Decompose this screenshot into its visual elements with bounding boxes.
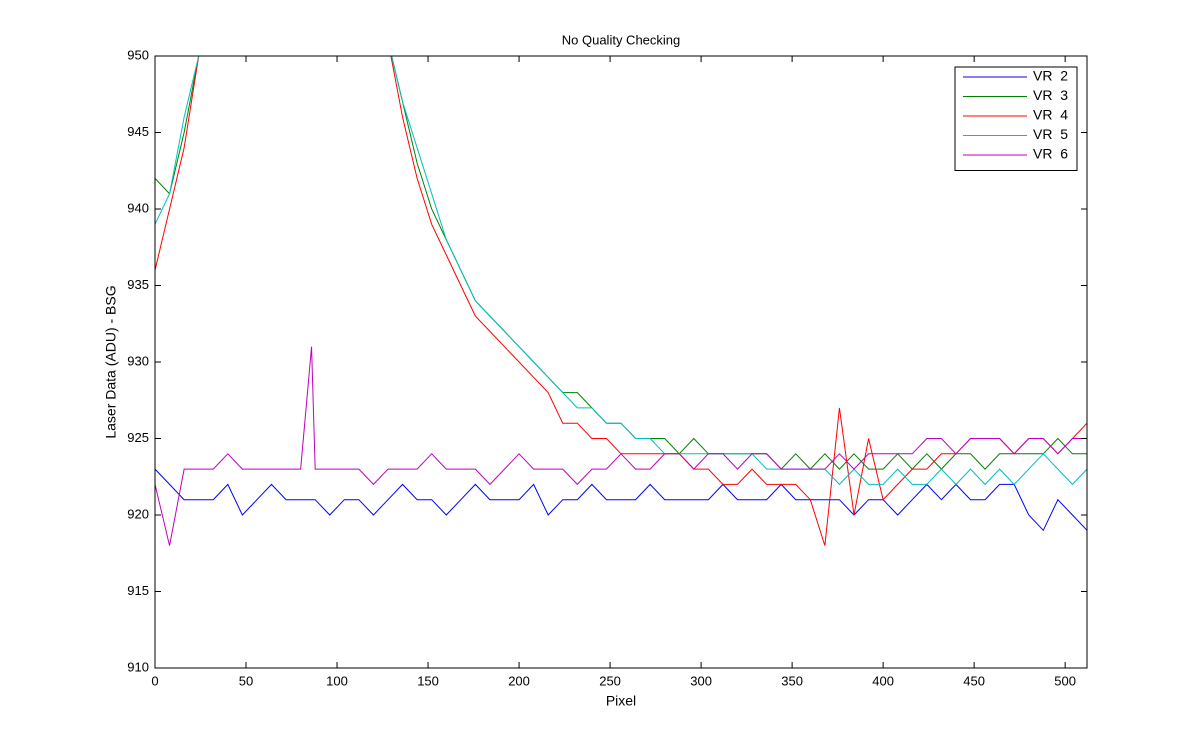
y-tick-label: 910 [127, 659, 149, 674]
legend-label: VR 6 [1033, 146, 1068, 162]
y-tick-label: 915 [127, 583, 149, 598]
x-tick-label: 0 [151, 673, 158, 688]
x-tick-label: 50 [239, 673, 253, 688]
x-tick-label: 300 [690, 673, 712, 688]
legend-label: VR 2 [1033, 68, 1068, 84]
data-line [155, 56, 1087, 546]
y-tick-label: 940 [127, 200, 149, 215]
legend-label: VR 5 [1033, 126, 1068, 142]
y-tick-label: 920 [127, 506, 149, 521]
y-tick-label: 950 [127, 47, 149, 62]
legend-label: VR 3 [1033, 87, 1068, 103]
x-tick-label: 250 [599, 673, 621, 688]
legend-label: VR 4 [1033, 107, 1068, 123]
y-axis-label: Laser Data (ADU) - BSG [103, 285, 119, 438]
x-tick-label: 400 [872, 673, 894, 688]
x-tick-label: 150 [417, 673, 439, 688]
y-tick-label: 945 [127, 124, 149, 139]
plot-area [155, 56, 1087, 546]
data-line [155, 56, 1087, 486]
x-axis-label: Pixel [606, 693, 636, 709]
x-tick-label: 450 [963, 673, 985, 688]
y-tick-label: 935 [127, 277, 149, 292]
legend-box [954, 66, 1078, 171]
chart-title: No Quality Checking [562, 32, 681, 47]
y-tick-label: 925 [127, 430, 149, 445]
x-tick-label: 100 [326, 673, 348, 688]
y-tick-label: 930 [127, 353, 149, 368]
data-line [155, 468, 1087, 532]
x-tick-label: 500 [1054, 673, 1076, 688]
x-tick-label: 350 [781, 673, 803, 688]
x-tick-label: 200 [508, 673, 530, 688]
data-line [155, 346, 1087, 546]
